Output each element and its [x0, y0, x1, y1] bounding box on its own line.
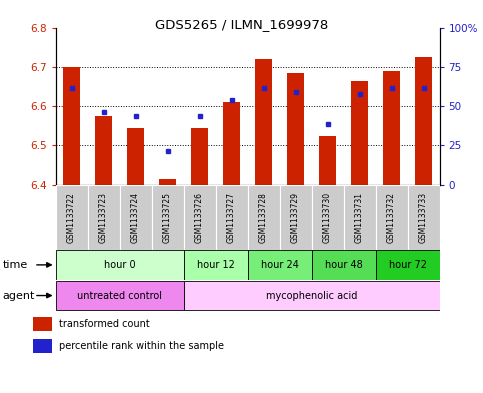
Bar: [63, 67, 80, 185]
Bar: [312, 250, 376, 279]
Text: GSM1133724: GSM1133724: [131, 192, 140, 242]
Bar: [215, 185, 248, 250]
Text: GSM1133733: GSM1133733: [419, 191, 428, 243]
Text: hour 12: hour 12: [197, 260, 234, 270]
Bar: [255, 59, 272, 185]
Text: GDS5265 / ILMN_1699978: GDS5265 / ILMN_1699978: [155, 18, 328, 31]
Bar: [280, 185, 312, 250]
Bar: [184, 185, 215, 250]
Bar: [33, 317, 52, 331]
Text: transformed count: transformed count: [59, 319, 149, 329]
Bar: [248, 185, 280, 250]
Text: time: time: [2, 260, 28, 270]
Text: GSM1133727: GSM1133727: [227, 192, 236, 242]
Bar: [127, 128, 144, 185]
Bar: [312, 185, 343, 250]
Bar: [56, 185, 87, 250]
Bar: [191, 128, 208, 185]
Bar: [87, 185, 120, 250]
Bar: [287, 73, 304, 185]
Text: agent: agent: [2, 290, 35, 301]
Bar: [120, 185, 152, 250]
Text: GSM1133729: GSM1133729: [291, 192, 300, 242]
Bar: [159, 179, 176, 185]
Text: GSM1133725: GSM1133725: [163, 192, 172, 242]
Bar: [56, 281, 184, 310]
Text: percentile rank within the sample: percentile rank within the sample: [59, 341, 224, 351]
Text: hour 0: hour 0: [104, 260, 135, 270]
Bar: [184, 281, 440, 310]
Bar: [343, 185, 376, 250]
Bar: [184, 250, 248, 279]
Text: GSM1133731: GSM1133731: [355, 192, 364, 242]
Text: GSM1133726: GSM1133726: [195, 192, 204, 242]
Bar: [152, 185, 184, 250]
Text: mycophenolic acid: mycophenolic acid: [266, 290, 357, 301]
Bar: [56, 250, 184, 279]
Text: GSM1133732: GSM1133732: [387, 192, 396, 242]
Bar: [33, 339, 52, 353]
Bar: [415, 57, 432, 185]
Text: untreated control: untreated control: [77, 290, 162, 301]
Bar: [383, 71, 400, 185]
Bar: [351, 81, 369, 185]
Text: GSM1133730: GSM1133730: [323, 191, 332, 243]
Bar: [376, 250, 440, 279]
Text: hour 48: hour 48: [325, 260, 362, 270]
Text: GSM1133722: GSM1133722: [67, 192, 76, 242]
Bar: [95, 116, 113, 185]
Bar: [319, 136, 336, 185]
Bar: [223, 102, 241, 185]
Bar: [376, 185, 408, 250]
Bar: [408, 185, 440, 250]
Text: GSM1133728: GSM1133728: [259, 192, 268, 242]
Text: GSM1133723: GSM1133723: [99, 192, 108, 242]
Bar: [248, 250, 312, 279]
Text: hour 72: hour 72: [388, 260, 426, 270]
Text: hour 24: hour 24: [261, 260, 298, 270]
